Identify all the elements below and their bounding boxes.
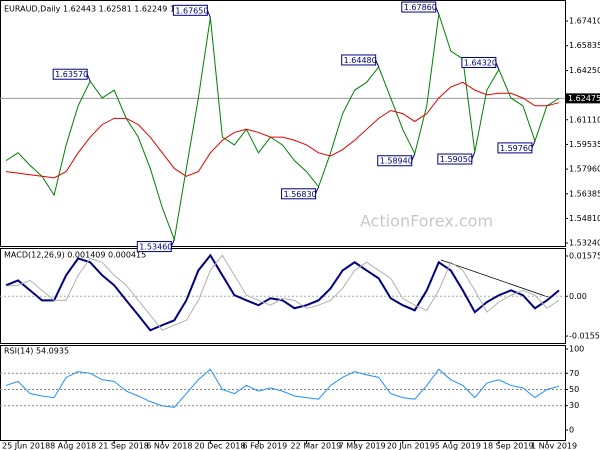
x-tick-label: 6 Nov 2018	[146, 442, 192, 450]
annotation-label: 1.56830	[284, 190, 317, 199]
annotation-label: 1.63570	[55, 70, 88, 79]
annotation-leader	[411, 153, 416, 161]
x-tick-label: 5 Aug 2019	[435, 442, 481, 450]
annotation-label: 1.59760	[500, 144, 533, 153]
y-tick-label: 1.54810	[569, 214, 600, 223]
x-tick-label: 7 May 2019	[339, 442, 386, 450]
annotation-box	[172, 4, 208, 16]
annotation-label: 1.53460	[139, 243, 172, 252]
annotation-label: 1.64320	[464, 58, 497, 67]
y-tick-label: -0.015568	[569, 332, 600, 341]
y-tick-label: 1.59535	[569, 140, 600, 149]
trend-line	[440, 259, 549, 298]
x-tick-label: 6 Feb 2019	[242, 442, 287, 450]
rsi-title: RSI(14) 54.0935	[4, 347, 69, 356]
annotation-leader	[495, 62, 500, 70]
x-tick-label: 18 Sep 2019	[483, 442, 534, 450]
watermark: ActionForex.com	[360, 212, 493, 231]
series-line	[5, 81, 560, 179]
price-panel	[0, 0, 566, 247]
x-tick-label: 21 Sep 2018	[98, 442, 149, 450]
rsi-panel	[0, 345, 566, 441]
y-tick-label: 0	[569, 426, 574, 435]
annotation-leader	[170, 239, 175, 247]
series-line	[5, 253, 560, 332]
y-tick-label: 1.65835	[569, 41, 600, 50]
annotation-label: 1.64480	[344, 56, 377, 65]
series-line	[5, 13, 560, 242]
annotation-label: 1.67860	[404, 3, 437, 12]
y-tick-label: 0.00	[569, 292, 587, 301]
last-price-box	[566, 93, 600, 104]
annotation-leader	[315, 186, 320, 194]
macd-title: MACD(12,26,9) 0.001409 0.000415	[4, 251, 146, 260]
annotation-leader	[435, 6, 440, 15]
annotation-label: 1.58940	[380, 157, 413, 166]
x-tick-label: 20 Dec 2018	[194, 442, 245, 450]
y-tick-label: 1.57960	[569, 165, 600, 174]
y-tick-label: 1.56385	[569, 189, 600, 198]
last-price-label: 1.62475	[568, 94, 600, 103]
annotation-leader	[531, 140, 536, 149]
x-tick-label: 20 Jun 2019	[387, 442, 435, 450]
y-tick-label: 1.64250	[569, 66, 600, 75]
y-tick-label: 1.67410	[569, 17, 600, 26]
annotation-label: 1.59050	[440, 155, 473, 164]
y-tick-label: 1.53240	[569, 239, 600, 248]
y-tick-label: 100	[569, 345, 584, 354]
annotation-leader	[471, 151, 476, 160]
annotation-leader	[206, 10, 211, 18]
x-tick-label: 8 Aug 2018	[50, 442, 96, 450]
x-tick-label: 22 Mar 2019	[291, 442, 342, 450]
chart-title: EURAUD,Daily 1.62443 1.62581 1.62249 1.6…	[4, 5, 203, 14]
x-tick-label: 25 Jun 2018	[2, 442, 50, 450]
y-tick-label: 70	[569, 369, 579, 378]
annotation-leader	[375, 59, 380, 68]
series-line	[5, 254, 560, 331]
y-tick-label: 0.01575	[569, 252, 600, 261]
series-line	[5, 368, 560, 408]
x-tick-label: 1 Nov 2019	[531, 442, 577, 450]
y-tick-label: 1.61110	[569, 115, 600, 124]
annotation-leader	[86, 74, 91, 82]
annotation-box	[497, 142, 533, 154]
y-tick-label: 30	[569, 401, 579, 410]
y-tick-label: 50	[569, 385, 579, 394]
annotation-label: 1.67650	[175, 6, 208, 15]
